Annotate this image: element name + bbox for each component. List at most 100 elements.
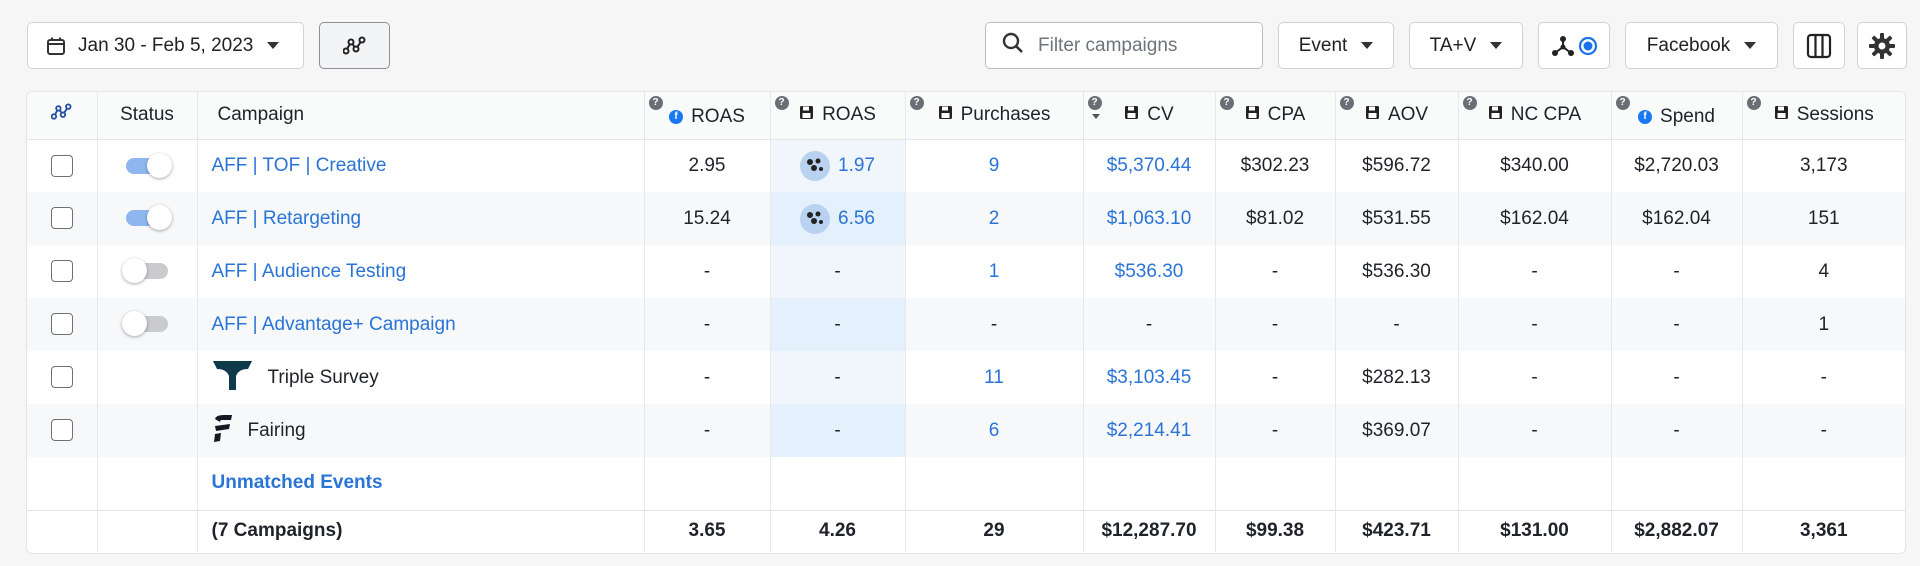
cv-cell[interactable]: $5,370.44 bbox=[1083, 139, 1216, 192]
header-campaign[interactable]: Campaign bbox=[197, 92, 645, 140]
settings-button[interactable] bbox=[1857, 22, 1907, 69]
status-toggle[interactable] bbox=[122, 258, 168, 284]
sessions-cell: 151 bbox=[1742, 192, 1905, 245]
help-icon[interactable]: ? bbox=[774, 96, 789, 110]
aov-cell: $369.07 bbox=[1335, 404, 1459, 457]
platform-label: Facebook bbox=[1646, 34, 1731, 56]
help-icon[interactable]: ? bbox=[909, 96, 924, 110]
unmatched-events-link[interactable]: Unmatched Events bbox=[197, 457, 645, 510]
help-icon[interactable]: ? bbox=[1746, 96, 1761, 110]
help-icon[interactable]: ? bbox=[1219, 96, 1234, 110]
columns-button[interactable] bbox=[1793, 22, 1845, 69]
total-nc-cpa: $131.00 bbox=[1458, 509, 1612, 552]
pixel-roas-cell[interactable]: 6.56 bbox=[770, 192, 906, 245]
header-fb-roas[interactable]: ? f ROAS bbox=[644, 92, 771, 140]
header-status[interactable]: Status bbox=[97, 92, 198, 140]
campaign-search[interactable] bbox=[985, 22, 1263, 69]
attribution-dropdown[interactable]: TA+V bbox=[1409, 22, 1523, 69]
attribution-label: TA+V bbox=[1429, 34, 1477, 56]
cv-cell[interactable]: $536.30 bbox=[1083, 245, 1216, 298]
spend-cell: - bbox=[1611, 404, 1743, 457]
floppy-icon bbox=[1124, 104, 1139, 126]
status-toggle[interactable] bbox=[126, 205, 172, 231]
header-purchases[interactable]: ? Purchases bbox=[905, 92, 1084, 140]
pixel-toggle-button[interactable] bbox=[319, 22, 390, 69]
purchases-cell[interactable]: 6 bbox=[905, 404, 1084, 457]
row-checkbox[interactable] bbox=[50, 366, 73, 389]
help-icon[interactable]: ? bbox=[1339, 96, 1354, 110]
cpa-cell: - bbox=[1215, 298, 1336, 351]
pixel-roas-cell: - bbox=[770, 404, 906, 457]
row-checkbox[interactable] bbox=[50, 313, 73, 336]
total-aov: $423.71 bbox=[1335, 509, 1459, 552]
help-icon[interactable]: ? bbox=[1615, 96, 1630, 110]
totals-label: (7 Campaigns) bbox=[197, 509, 645, 552]
help-icon[interactable]: ? bbox=[1087, 96, 1102, 110]
total-cv: $12,287.70 bbox=[1083, 509, 1216, 552]
fb-roas-cell: 15.24 bbox=[644, 192, 771, 245]
cv-cell: - bbox=[1083, 298, 1216, 351]
floppy-icon bbox=[938, 104, 953, 126]
purchases-cell[interactable]: 2 bbox=[905, 192, 1084, 245]
purchases-cell[interactable]: 11 bbox=[905, 351, 1084, 404]
pixel-icon bbox=[342, 36, 367, 56]
purchases-cell[interactable]: 1 bbox=[905, 245, 1084, 298]
pixel-sparkle-icon bbox=[800, 203, 830, 234]
table-row: AFF | TOF | Creative 2.95 1.97 9 $5,370.… bbox=[27, 139, 1905, 192]
aov-cell: $282.13 bbox=[1335, 351, 1459, 404]
campaign-table-card: Status Campaign ? f ROAS ? ROAS ? Purchas… bbox=[27, 92, 1905, 553]
table-row: Fairing - - 6 $2,214.41 - $369.07 - - - bbox=[27, 404, 1905, 457]
facebook-icon: f bbox=[1638, 109, 1653, 124]
campaign-link[interactable]: AFF | Retargeting bbox=[197, 192, 645, 245]
calendar-icon bbox=[46, 36, 66, 56]
triple-whale-logo-icon bbox=[212, 359, 254, 397]
header-cpa[interactable]: ? CPA bbox=[1215, 92, 1336, 140]
header-select[interactable] bbox=[27, 92, 98, 140]
row-checkbox[interactable] bbox=[50, 419, 73, 442]
header-sessions[interactable]: ? Sessions bbox=[1742, 92, 1905, 140]
table-row: AFF | Advantage+ Campaign - - - - - - - … bbox=[27, 298, 1905, 351]
aov-cell: $536.30 bbox=[1335, 245, 1459, 298]
campaign-link[interactable]: AFF | TOF | Creative bbox=[197, 139, 645, 192]
cv-cell[interactable]: $2,214.41 bbox=[1083, 404, 1216, 457]
columns-icon bbox=[1806, 33, 1832, 59]
spend-cell: - bbox=[1611, 351, 1743, 404]
campaign-link[interactable]: AFF | Advantage+ Campaign bbox=[197, 298, 645, 351]
help-icon[interactable]: ? bbox=[648, 96, 663, 110]
header-spend[interactable]: ? f Spend bbox=[1611, 92, 1743, 140]
search-input[interactable] bbox=[1038, 34, 1238, 57]
sort-desc-icon bbox=[1091, 114, 1100, 119]
purchases-cell[interactable]: 9 bbox=[905, 139, 1084, 192]
fb-roas-cell: - bbox=[644, 404, 771, 457]
pixel-sparkle-icon bbox=[800, 150, 830, 181]
status-toggle[interactable] bbox=[126, 152, 172, 178]
cpa-cell: - bbox=[1215, 245, 1336, 298]
header-aov[interactable]: ? AOV bbox=[1335, 92, 1459, 140]
status-toggle[interactable] bbox=[122, 311, 168, 337]
campaign-link[interactable]: AFF | Audience Testing bbox=[197, 245, 645, 298]
graph-node-button[interactable] bbox=[1538, 22, 1610, 69]
sessions-cell: - bbox=[1742, 404, 1905, 457]
header-cv[interactable]: ? CV bbox=[1083, 92, 1216, 140]
header-nc-cpa[interactable]: ? NC CPA bbox=[1458, 92, 1612, 140]
event-dropdown[interactable]: Event bbox=[1278, 22, 1394, 69]
spend-cell: $162.04 bbox=[1611, 192, 1743, 245]
date-range-button[interactable]: Jan 30 - Feb 5, 2023 bbox=[27, 22, 304, 69]
campaign-name: Fairing bbox=[197, 404, 645, 457]
help-icon[interactable]: ? bbox=[1462, 96, 1477, 110]
row-checkbox[interactable] bbox=[50, 260, 73, 283]
pixel-roas-cell: - bbox=[770, 298, 906, 351]
event-label: Event bbox=[1298, 34, 1348, 56]
nc-cpa-cell: - bbox=[1458, 404, 1612, 457]
header-pixel-roas[interactable]: ? ROAS bbox=[770, 92, 906, 140]
row-checkbox[interactable] bbox=[50, 207, 73, 230]
cv-cell[interactable]: $1,063.10 bbox=[1083, 192, 1216, 245]
row-checkbox[interactable] bbox=[50, 154, 73, 177]
campaign-table: Status Campaign ? f ROAS ? ROAS ? Purchas… bbox=[27, 92, 1905, 552]
floppy-icon bbox=[1365, 104, 1380, 126]
pixel-roas-cell[interactable]: 1.97 bbox=[770, 139, 906, 192]
platform-dropdown[interactable]: Facebook bbox=[1625, 22, 1778, 69]
cv-cell[interactable]: $3,103.45 bbox=[1083, 351, 1216, 404]
nc-cpa-cell: $162.04 bbox=[1458, 192, 1612, 245]
pixel-roas-cell: - bbox=[770, 245, 906, 298]
